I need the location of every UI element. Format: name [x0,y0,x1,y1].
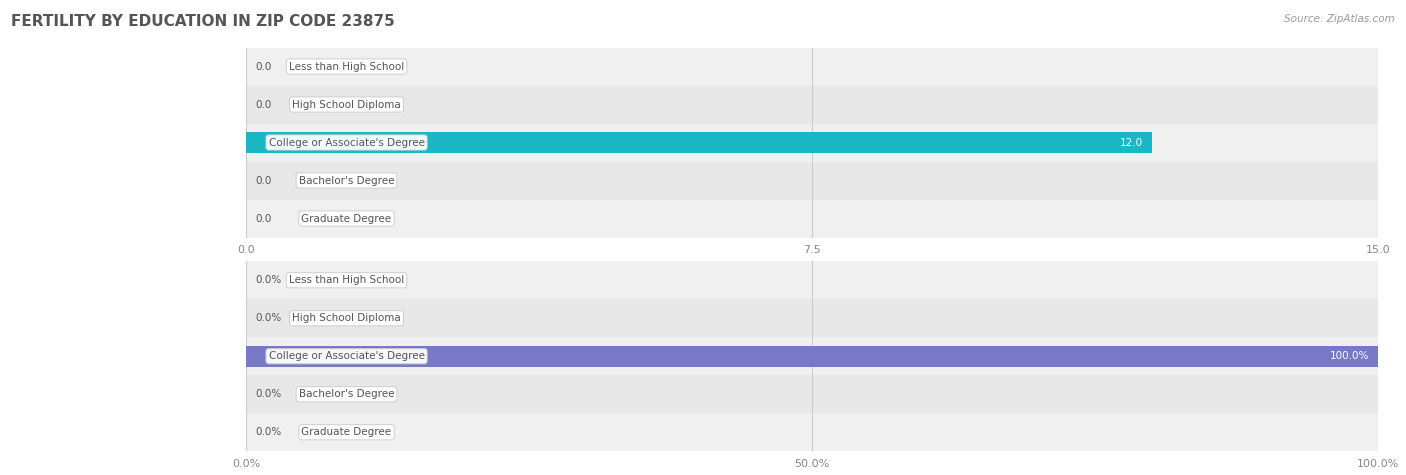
Bar [246,200,1378,238]
Text: 0.0: 0.0 [254,175,271,186]
Bar [246,124,1378,162]
Bar [246,299,1378,337]
Bar [246,346,1378,367]
Text: 12.0: 12.0 [1119,137,1143,148]
Text: Bachelor's Degree: Bachelor's Degree [299,175,394,186]
Text: 0.0: 0.0 [254,61,271,72]
Text: Bachelor's Degree: Bachelor's Degree [299,389,394,399]
Bar [246,413,1378,451]
Bar [246,48,1378,86]
Text: 0.0%: 0.0% [254,275,281,285]
Text: College or Associate's Degree: College or Associate's Degree [269,137,425,148]
Text: 0.0: 0.0 [254,213,271,224]
Bar [246,132,1152,153]
Text: Less than High School: Less than High School [288,61,404,72]
Text: 100.0%: 100.0% [1330,351,1369,361]
Bar [246,162,1378,199]
Bar [246,86,1378,124]
Text: High School Diploma: High School Diploma [292,313,401,323]
Bar [246,337,1378,375]
Bar [246,375,1378,413]
Text: 0.0%: 0.0% [254,389,281,399]
Text: 0.0%: 0.0% [254,313,281,323]
Bar [246,261,1378,299]
Text: Graduate Degree: Graduate Degree [301,427,392,437]
Text: FERTILITY BY EDUCATION IN ZIP CODE 23875: FERTILITY BY EDUCATION IN ZIP CODE 23875 [11,14,395,29]
Text: 0.0: 0.0 [254,99,271,110]
Text: College or Associate's Degree: College or Associate's Degree [269,351,425,361]
Text: 0.0%: 0.0% [254,427,281,437]
Text: Less than High School: Less than High School [288,275,404,285]
Text: Source: ZipAtlas.com: Source: ZipAtlas.com [1284,14,1395,24]
Text: High School Diploma: High School Diploma [292,99,401,110]
Text: Graduate Degree: Graduate Degree [301,213,392,224]
